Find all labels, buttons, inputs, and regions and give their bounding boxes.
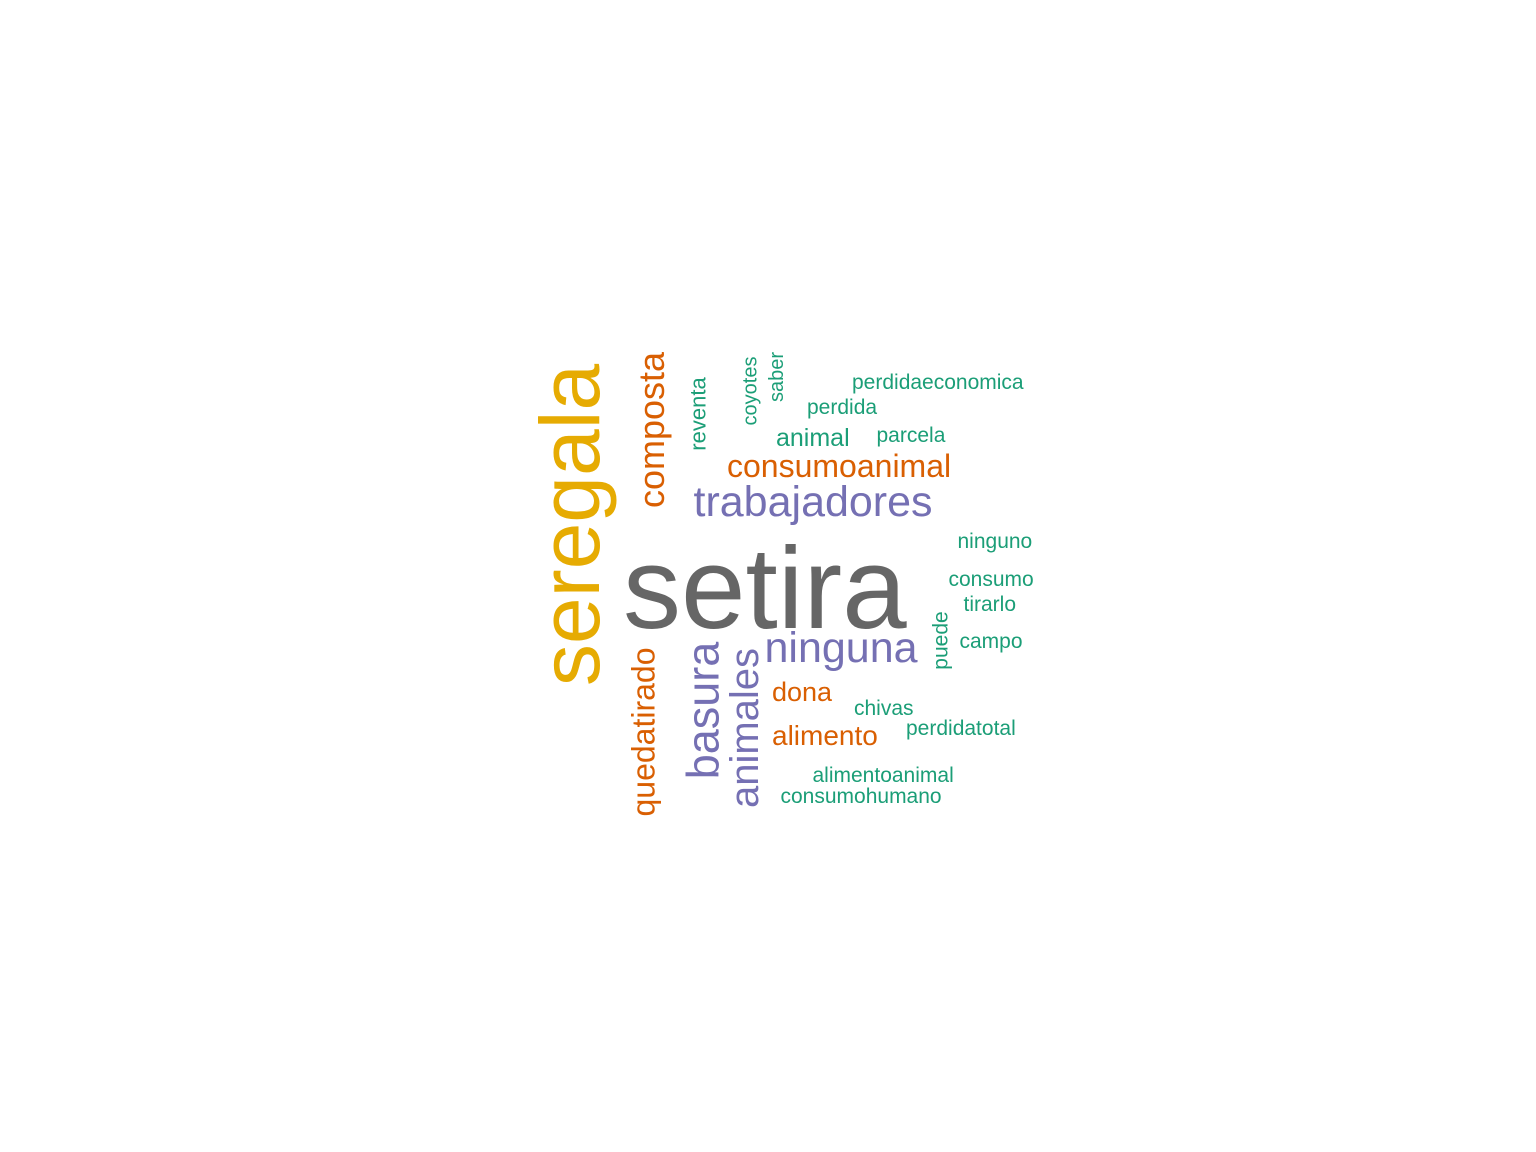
word-consumohumano: consumohumano — [780, 784, 942, 808]
word-tirarlo: tirarlo — [963, 592, 1017, 616]
word-reventa: reventa — [685, 377, 711, 451]
word-campo: campo — [959, 629, 1023, 653]
word-trabajadores: trabajadores — [693, 477, 933, 526]
word-coyotes: coyotes — [738, 356, 761, 426]
word-seregala: seregala — [523, 363, 618, 687]
word-consumoanimal: consumoanimal — [727, 448, 952, 484]
word-animales: animales — [723, 647, 768, 809]
word-animal: animal — [776, 423, 850, 452]
word-setira: setira — [623, 523, 907, 653]
word-saber: saber — [766, 351, 789, 403]
word-puede: puede — [929, 610, 953, 670]
word-basura: basura — [677, 641, 729, 779]
word-alimentoanimal: alimentoanimal — [812, 763, 954, 787]
word-alimento: alimento — [772, 720, 878, 751]
word-ninguna: ninguna — [764, 623, 918, 672]
word-perdidaeconomica: perdidaeconomica — [852, 370, 1024, 394]
word-quedatirado: quedatirado — [625, 647, 662, 817]
word-composta: composta — [631, 351, 673, 509]
word-parcela: parcela — [876, 423, 946, 447]
word-perdida: perdida — [807, 395, 878, 419]
word-chivas: chivas — [854, 696, 914, 720]
word-consumo: consumo — [948, 567, 1034, 591]
word-perdidatotal: perdidatotal — [906, 716, 1016, 740]
word-dona: dona — [772, 676, 833, 707]
word-ninguno: ninguno — [957, 529, 1033, 553]
